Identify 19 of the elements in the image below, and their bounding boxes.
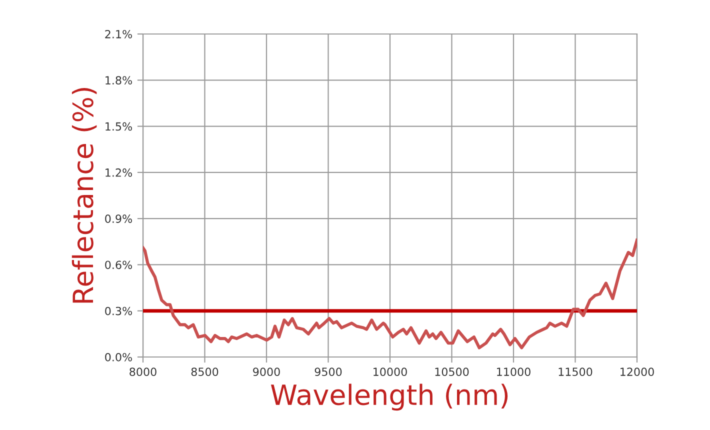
x-tick-label: 8500 — [191, 368, 218, 376]
x-tick-label: 9500 — [314, 368, 342, 376]
y-tick-label: 1.8% — [106, 76, 132, 85]
y-tick-label: 1.2% — [106, 168, 132, 177]
x-axis-title: Wavelength (nm) — [270, 384, 508, 411]
x-tick-label: 8000 — [130, 368, 156, 376]
y-tick-label: 0.0% — [105, 352, 132, 362]
y-tick-label: 0.3% — [105, 306, 132, 316]
x-tick-label: 12000 — [620, 368, 654, 376]
y-tick-label: 0.6% — [105, 260, 132, 270]
x-tick-label: 11000 — [497, 368, 530, 376]
x-tick-label: 10000 — [374, 368, 407, 376]
y-axis-title: Reflectance (%) — [72, 88, 97, 303]
x-tick-label: 9000 — [253, 368, 280, 376]
y-tick-label: 1.5% — [106, 122, 132, 131]
x-tick-label: 10500 — [435, 368, 469, 376]
y-tick-label: 0.9% — [105, 214, 132, 223]
x-tick-label: 11500 — [558, 368, 592, 376]
y-tick-label: 2.1% — [105, 30, 132, 38]
